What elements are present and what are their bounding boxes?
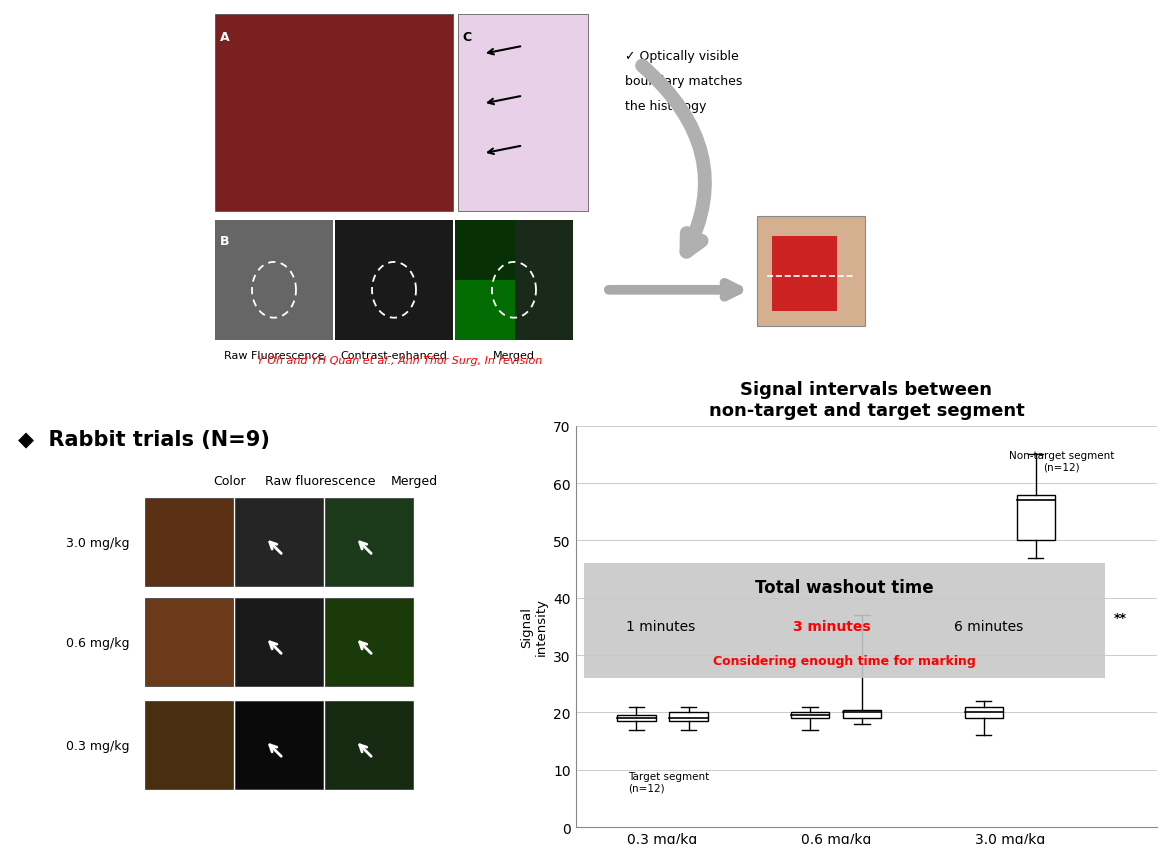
Bar: [324, 598, 413, 686]
Text: 3.0 mg/kg: 3.0 mg/kg: [66, 536, 130, 549]
Text: Target segment
(n=12): Target segment (n=12): [628, 771, 709, 793]
Text: B: B: [220, 235, 229, 248]
Text: Contrast-enhanced: Contrast-enhanced: [341, 350, 448, 360]
Y-axis label: Signal
intensity: Signal intensity: [520, 598, 548, 656]
Text: boundary matches: boundary matches: [625, 74, 742, 88]
Text: Raw Fluorescence: Raw Fluorescence: [223, 350, 324, 360]
Bar: [215, 15, 454, 212]
Text: the histology: the histology: [625, 100, 706, 112]
Text: Y Oh and YH Quan et al., Ann Thor Surg, In revision: Y Oh and YH Quan et al., Ann Thor Surg, …: [257, 355, 543, 365]
Bar: [455, 221, 515, 340]
Bar: [145, 499, 233, 587]
Bar: [670, 712, 707, 721]
Text: **: **: [1114, 611, 1127, 624]
Text: Color: Color: [214, 474, 247, 488]
Text: 0.6 mg/kg: 0.6 mg/kg: [66, 636, 130, 649]
Text: 3 minutes: 3 minutes: [793, 619, 870, 634]
Bar: [458, 15, 588, 212]
Text: Merged: Merged: [493, 350, 535, 360]
Bar: [145, 701, 233, 789]
Text: Total washout time: Total washout time: [756, 578, 934, 596]
Bar: [843, 710, 882, 718]
Bar: [757, 217, 865, 327]
Bar: [791, 712, 829, 718]
Text: ✓ Optically visible: ✓ Optically visible: [625, 50, 739, 62]
Bar: [324, 701, 413, 789]
Title: Signal intervals between
non-target and target segment: Signal intervals between non-target and …: [708, 381, 1025, 419]
Bar: [335, 221, 454, 340]
Bar: [215, 221, 333, 340]
Text: Raw fluorescence: Raw fluorescence: [264, 474, 374, 488]
Text: C: C: [462, 31, 471, 44]
Bar: [618, 716, 656, 721]
Bar: [455, 221, 573, 340]
Text: ◆  Rabbit trials (N=9): ◆ Rabbit trials (N=9): [17, 430, 270, 450]
Text: Merged: Merged: [391, 474, 438, 488]
Text: 0.3 mg/kg: 0.3 mg/kg: [66, 738, 130, 752]
Bar: [235, 598, 323, 686]
Bar: [324, 499, 413, 587]
Text: A: A: [220, 31, 229, 44]
Text: Non-target segment
(n=12): Non-target segment (n=12): [1009, 451, 1114, 472]
Bar: [1016, 495, 1055, 541]
Bar: [584, 564, 1105, 679]
Bar: [772, 236, 837, 311]
Bar: [145, 598, 233, 686]
Bar: [964, 706, 1003, 718]
Text: 6 minutes: 6 minutes: [954, 619, 1023, 634]
Bar: [235, 701, 323, 789]
Bar: [235, 499, 323, 587]
Bar: [455, 280, 515, 340]
Text: 1 minutes: 1 minutes: [626, 619, 695, 634]
Text: Considering enough time for marking: Considering enough time for marking: [713, 654, 976, 667]
